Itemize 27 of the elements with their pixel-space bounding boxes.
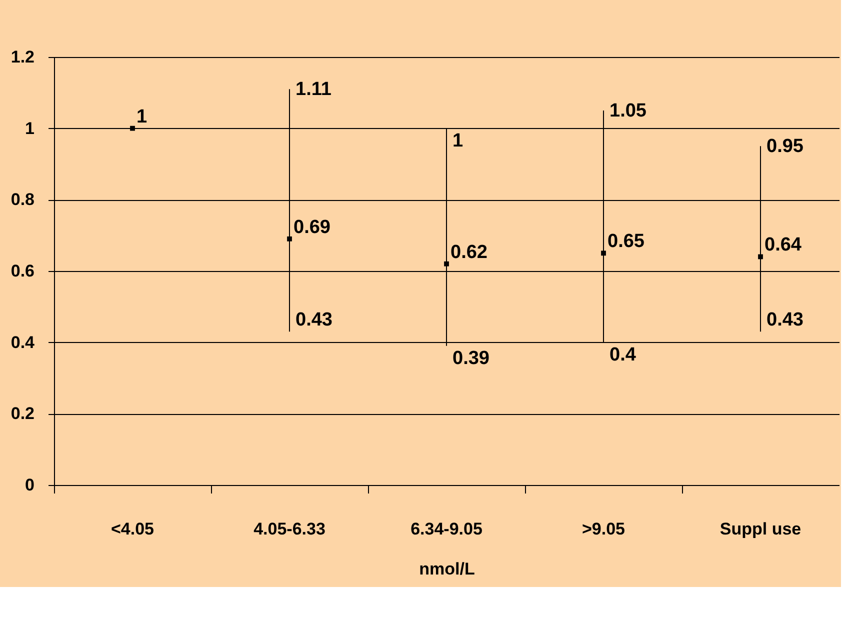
annotation: 0.95: [766, 136, 804, 158]
x-tick-label: 6.34-9.05: [410, 520, 482, 538]
x-axis-title: nmol/L: [419, 560, 475, 578]
y-tick-label: 0: [25, 476, 34, 494]
data-label: 0.69: [294, 216, 330, 238]
data-label: 0.62: [450, 242, 488, 263]
y-tick-label: 0.2: [10, 404, 34, 424]
annotation: 0.39: [452, 348, 490, 369]
y-tick-label: 0.4: [10, 332, 36, 352]
annotation: 0.4: [610, 344, 636, 366]
data-label: 0.65: [608, 231, 645, 252]
x-tick-label: 4.05-6.33: [254, 520, 326, 538]
data-label: 0.64: [764, 234, 802, 256]
data-label: 1: [136, 106, 148, 128]
y-tick-label: 1: [25, 118, 34, 138]
y-tick-label: 1.2: [10, 48, 34, 66]
annotation: 1.11: [296, 79, 332, 100]
x-tick-label: >9.05: [582, 520, 626, 538]
annotation: 1.05: [610, 100, 647, 122]
annotation: 0.43: [766, 310, 804, 331]
annotation: 1: [452, 130, 464, 152]
x-tick-label: Suppl use: [720, 520, 802, 538]
point: [130, 126, 135, 131]
x-tick-label: <4.05: [110, 520, 154, 538]
annotation: 0.43: [296, 310, 332, 331]
y-tick-label: 0.8: [10, 190, 34, 210]
y-tick-label: 0.6: [10, 262, 34, 280]
